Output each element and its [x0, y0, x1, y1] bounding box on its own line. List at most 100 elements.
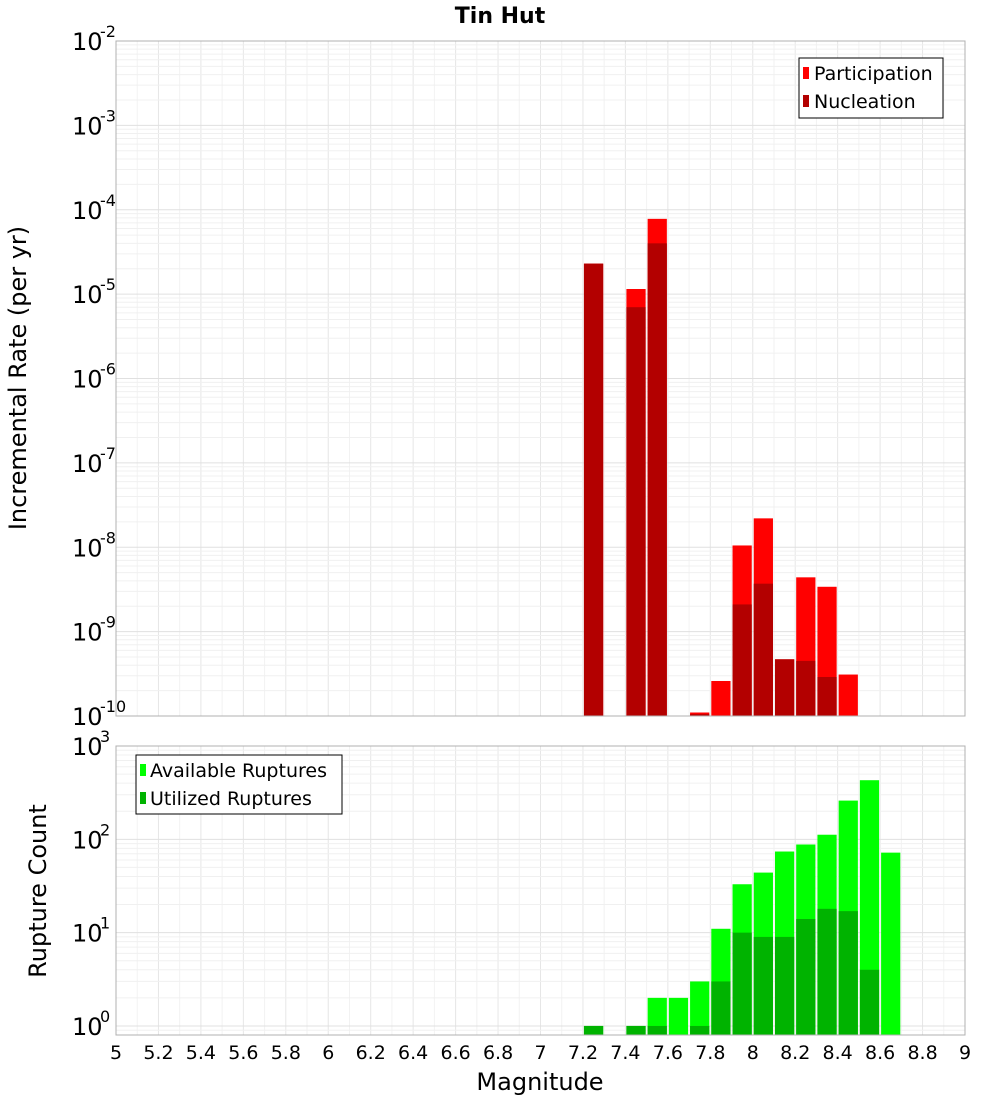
x-tick-label: 6.2: [356, 1042, 386, 1064]
y-tick-base: 10: [72, 112, 103, 140]
top-bar-nucleation: [774, 659, 795, 716]
top-bars: [583, 218, 858, 717]
legend-swatch-available-ruptures: [140, 764, 146, 776]
y-tick-base: 10: [72, 1013, 103, 1041]
top-bar-nucleation: [583, 263, 604, 716]
chart-title: Tin Hut: [455, 4, 546, 29]
bottom-bars: [583, 780, 901, 1035]
top-bar-nucleation: [732, 604, 752, 716]
top-bar-nucleation: [626, 307, 646, 716]
top-bar-nucleation: [647, 243, 667, 717]
x-tick-label: 8.2: [780, 1042, 810, 1064]
top-bar-nucleation: [690, 714, 710, 716]
legend-swatch-participation: [803, 67, 809, 79]
top-y-tick-label: 10-3: [72, 106, 116, 140]
legend-label-participation: Participation: [814, 63, 933, 85]
x-tick-label: 9: [959, 1042, 971, 1064]
x-axis-label: Magnitude: [476, 1068, 603, 1096]
legend-label-utilized-ruptures: Utilized Ruptures: [150, 788, 312, 810]
y-tick-exponent: -4: [100, 191, 116, 210]
legend-label-available-ruptures: Available Ruptures: [150, 760, 327, 782]
x-tick-label: 8.8: [907, 1042, 937, 1064]
top-y-tick-label: 10-9: [72, 613, 116, 647]
y-tick-exponent: -10: [100, 697, 126, 716]
y-tick-exponent: -6: [100, 360, 116, 379]
top-bar-nucleation: [796, 660, 816, 716]
bottom-bar-utilized-ruptures: [732, 932, 752, 1035]
bottom-bar-utilized-ruptures: [753, 936, 773, 1035]
x-tick-label: 5.8: [271, 1042, 301, 1064]
x-tick-label: 7.2: [568, 1042, 598, 1064]
top-y-tick-label: 10-8: [72, 528, 116, 562]
x-tick-label: 8: [747, 1042, 759, 1064]
bottom-plot-frame: [115, 745, 966, 1036]
top-y-tick-label: 10-5: [72, 275, 116, 309]
y-tick-exponent: -3: [100, 106, 116, 125]
x-tick-label: 7.8: [695, 1042, 725, 1064]
bottom-bar-utilized-ruptures: [774, 936, 795, 1035]
y-tick-exponent: -7: [100, 444, 116, 463]
top-panel: 10-210-310-410-510-610-710-810-910-10 In…: [4, 22, 966, 731]
x-tick-label: 6.4: [398, 1042, 428, 1064]
top-y-tick-label: 10-10: [72, 697, 126, 731]
top-plot-frame: [115, 40, 966, 717]
bottom-bar-utilized-ruptures: [817, 908, 837, 1035]
top-legend-box: [798, 57, 944, 119]
x-tick-label: 8.4: [823, 1042, 853, 1064]
x-tick-label: 5.4: [186, 1042, 216, 1064]
x-tick-label: 7: [534, 1042, 546, 1064]
top-bar-participation: [711, 680, 731, 716]
x-tick-label: 5.6: [228, 1042, 258, 1064]
bottom-y-tick-label: 101: [72, 914, 110, 948]
y-tick-base: 10: [72, 281, 103, 309]
y-tick-exponent: 1: [100, 914, 110, 933]
bottom-bar-utilized-ruptures: [838, 911, 858, 1035]
top-y-tick-label: 10-6: [72, 360, 116, 394]
top-bar-participation: [838, 674, 858, 716]
y-tick-base: 10: [72, 733, 103, 761]
y-tick-base: 10: [72, 619, 103, 647]
bottom-bar-utilized-ruptures: [859, 969, 880, 1035]
bottom-bar-utilized-ruptures: [647, 1025, 667, 1035]
y-tick-exponent: 2: [100, 820, 110, 839]
x-tick-label: 7.4: [610, 1042, 640, 1064]
y-tick-base: 10: [72, 534, 103, 562]
top-bar-nucleation: [753, 583, 773, 716]
y-tick-exponent: 0: [100, 1007, 110, 1026]
top-grid: [115, 40, 966, 717]
x-tick-label: 6.6: [440, 1042, 470, 1064]
legend-swatch-utilized-ruptures: [140, 792, 146, 804]
bottom-bar-utilized-ruptures: [711, 981, 731, 1035]
bottom-bar-available-ruptures: [690, 981, 710, 1035]
bottom-legend-box: [135, 754, 343, 815]
y-tick-base: 10: [72, 197, 103, 225]
bottom-bar-available-ruptures: [668, 997, 689, 1035]
top-bar-nucleation: [817, 676, 837, 716]
y-tick-base: 10: [72, 366, 103, 394]
y-tick-base: 10: [72, 703, 103, 731]
x-tick-label: 6.8: [483, 1042, 513, 1064]
bottom-y-tick-label: 100: [72, 1007, 110, 1041]
x-tick-label: 6: [322, 1042, 334, 1064]
bottom-bar-available-ruptures: [647, 997, 667, 1035]
top-y-tick-label: 10-7: [72, 444, 116, 478]
bottom-bar-utilized-ruptures: [796, 919, 816, 1035]
y-tick-exponent: -8: [100, 528, 116, 547]
bottom-bar-utilized-ruptures: [583, 1025, 604, 1035]
x-tick-label: 5.2: [143, 1042, 173, 1064]
bottom-y-axis-label: Rupture Count: [24, 804, 52, 978]
x-tick-label: 5: [110, 1042, 122, 1064]
top-legend: Participation Nucleation: [798, 57, 944, 119]
bottom-bar-available-ruptures: [881, 852, 901, 1035]
y-tick-exponent: 3: [100, 727, 110, 746]
y-tick-exponent: -5: [100, 275, 116, 294]
y-tick-base: 10: [72, 28, 103, 56]
bottom-bar-utilized-ruptures: [626, 1025, 646, 1035]
bottom-y-tick-label: 102: [72, 820, 110, 854]
top-y-ticks: 10-210-310-410-510-610-710-810-910-10: [72, 22, 126, 731]
x-tick-label: 8.6: [865, 1042, 895, 1064]
bottom-legend: Available Ruptures Utilized Ruptures: [135, 754, 343, 815]
legend-label-nucleation: Nucleation: [814, 91, 916, 113]
